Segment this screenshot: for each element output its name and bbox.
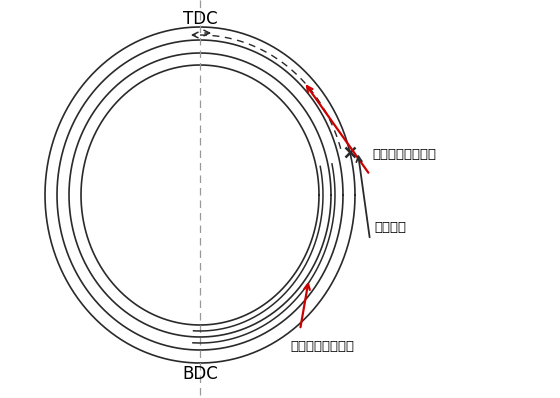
Text: 从发动机底部穿绕: 从发动机底部穿绕 <box>290 340 354 353</box>
Text: 向发动机上部穿绕: 向发动机上部穿绕 <box>372 148 436 161</box>
Text: 探孔位置: 探孔位置 <box>374 221 406 234</box>
Text: BDC: BDC <box>182 365 218 383</box>
Text: TDC: TDC <box>183 10 217 28</box>
